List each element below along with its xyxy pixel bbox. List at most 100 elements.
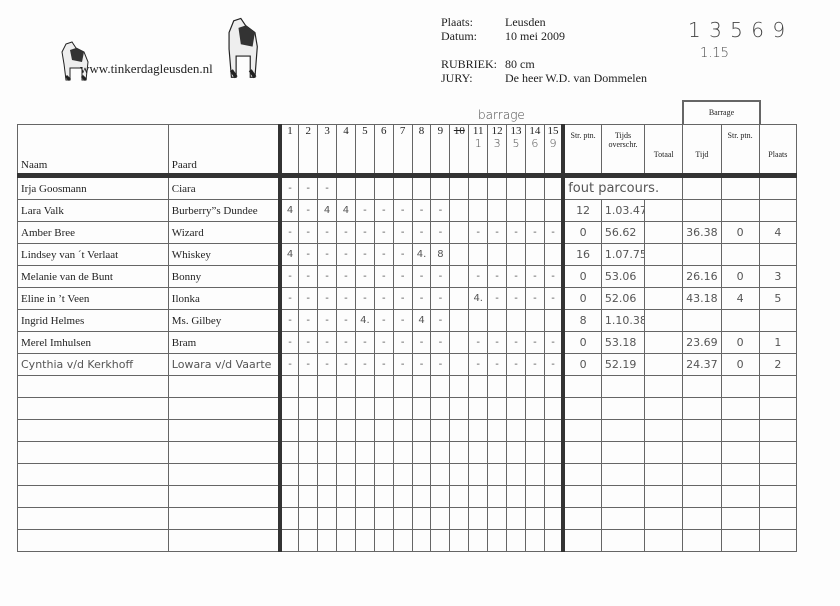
obstacle-mark: [277, 375, 300, 398]
obstacle-mark: [317, 419, 338, 442]
obstacle-mark: -: [487, 331, 508, 354]
obstacle-mark: [373, 375, 394, 398]
obstacle-mark: [468, 309, 489, 332]
horse-logo-left-icon: [61, 41, 89, 82]
obstacle-mark: -: [543, 331, 564, 354]
cell-str2: [720, 529, 760, 552]
obstacle-mark: [543, 199, 564, 222]
cell-str2: [720, 309, 760, 332]
obstacle-mark: [373, 441, 394, 464]
datum-value: 10 mei 2009: [505, 29, 565, 43]
obstacle-mark: [524, 441, 545, 464]
obstacle-mark: [468, 507, 489, 530]
obstacle-mark: [430, 397, 451, 420]
obstacle-number: 14: [529, 125, 541, 138]
horse-name: [167, 463, 281, 486]
cell-str-ptn: 0: [561, 331, 602, 354]
obstacle-mark: -: [354, 331, 375, 354]
horse-logo-right-icon: [228, 17, 258, 79]
cell-plaats: 4: [758, 221, 798, 244]
cell-str2: 0: [720, 221, 760, 244]
obstacle-mark: -: [317, 221, 338, 244]
col-obstacle-11: 11 1: [468, 124, 489, 176]
cell-str-ptn: 0: [561, 353, 602, 376]
col-obstacle-8: 8: [411, 124, 432, 176]
cell-tijd: [682, 463, 722, 486]
cell-totaal: [644, 441, 684, 464]
obstacle-mark: -: [506, 221, 526, 244]
obstacle-mark: -: [354, 243, 375, 266]
cell-plaats: [758, 309, 798, 332]
obstacle-mark: -: [277, 309, 300, 332]
empty-row: [17, 529, 798, 552]
obstacle-number: 10: [453, 125, 465, 138]
obstacle-mark: [449, 375, 470, 398]
cell-tijd: [682, 375, 722, 398]
obstacle-mark: [354, 507, 375, 530]
cell-tijds: 53.06: [600, 265, 646, 288]
obstacle-mark: [449, 353, 470, 376]
cell-tijd: [682, 199, 722, 222]
obstacle-number: 2: [305, 125, 311, 138]
obstacle-mark: [277, 441, 300, 464]
obstacle-mark: [277, 419, 300, 442]
obstacle-number: 4: [343, 125, 349, 138]
obstacle-mark: -: [392, 331, 413, 354]
obstacle-mark: [430, 529, 451, 552]
obstacle-mark: [392, 175, 413, 200]
obstacle-mark: [449, 507, 470, 530]
obstacle-mark: [336, 485, 356, 508]
obstacle-mark: [336, 175, 356, 200]
obstacle-mark: -: [487, 221, 508, 244]
cell-tijds: [600, 529, 646, 552]
rider-name: [17, 485, 169, 508]
obstacle-mark: [298, 463, 319, 486]
obstacle-mark: -: [298, 331, 319, 354]
obstacle-mark: [468, 199, 489, 222]
obstacle-mark: [543, 529, 564, 552]
empty-row: [17, 507, 798, 530]
obstacle-mark: -: [506, 353, 526, 376]
cell-totaal: [644, 199, 684, 222]
col-str-ptn2: Str. ptn.: [720, 124, 760, 176]
obstacle-mark: -: [298, 175, 319, 200]
obstacle-mark: [298, 375, 319, 398]
obstacle-mark: [430, 485, 451, 508]
col-obstacle-3: 3: [317, 124, 338, 176]
cell-plaats: [758, 529, 798, 552]
cell-tijds: [600, 441, 646, 464]
obstacle-mark: [468, 397, 489, 420]
obstacle-mark: [392, 441, 413, 464]
col-totaal: Totaal: [644, 124, 684, 176]
cell-str2: [720, 441, 760, 464]
rider-name: Melanie van de Bunt: [17, 265, 169, 288]
obstacle-mark: [487, 485, 508, 508]
obstacle-mark: -: [277, 331, 300, 354]
obstacle-mark: [506, 507, 526, 530]
rider-name: [17, 441, 169, 464]
obstacle-mark: -: [506, 265, 526, 288]
cell-str-ptn: [561, 375, 602, 398]
horse-name: Ms. Gilbey: [167, 309, 281, 332]
table-row: Irja Goosmann Ciara - - - fout parcours.: [17, 175, 798, 200]
obstacle-mark: [487, 199, 508, 222]
obstacle-mark: [468, 485, 489, 508]
col-obstacle-6: 6: [373, 124, 394, 176]
obstacle-mark: -: [298, 265, 319, 288]
obstacle-mark: 4.: [411, 243, 432, 266]
cell-tijd: [682, 485, 722, 508]
obstacle-mark: [354, 485, 375, 508]
obstacle-mark: [543, 243, 564, 266]
obstacle-mark: 4: [411, 309, 432, 332]
obstacle-mark: [487, 175, 508, 200]
barrage-obstacle-number: 3: [493, 137, 501, 150]
obstacle-mark: [506, 243, 526, 266]
obstacle-mark: -: [373, 287, 394, 310]
cell-plaats: [758, 175, 798, 200]
obstacle-mark: [336, 441, 356, 464]
obstacle-mark: [277, 397, 300, 420]
col-obstacle-2: 2: [298, 124, 319, 176]
obstacle-mark: [449, 243, 470, 266]
rider-name: [17, 375, 169, 398]
obstacle-mark: [298, 441, 319, 464]
